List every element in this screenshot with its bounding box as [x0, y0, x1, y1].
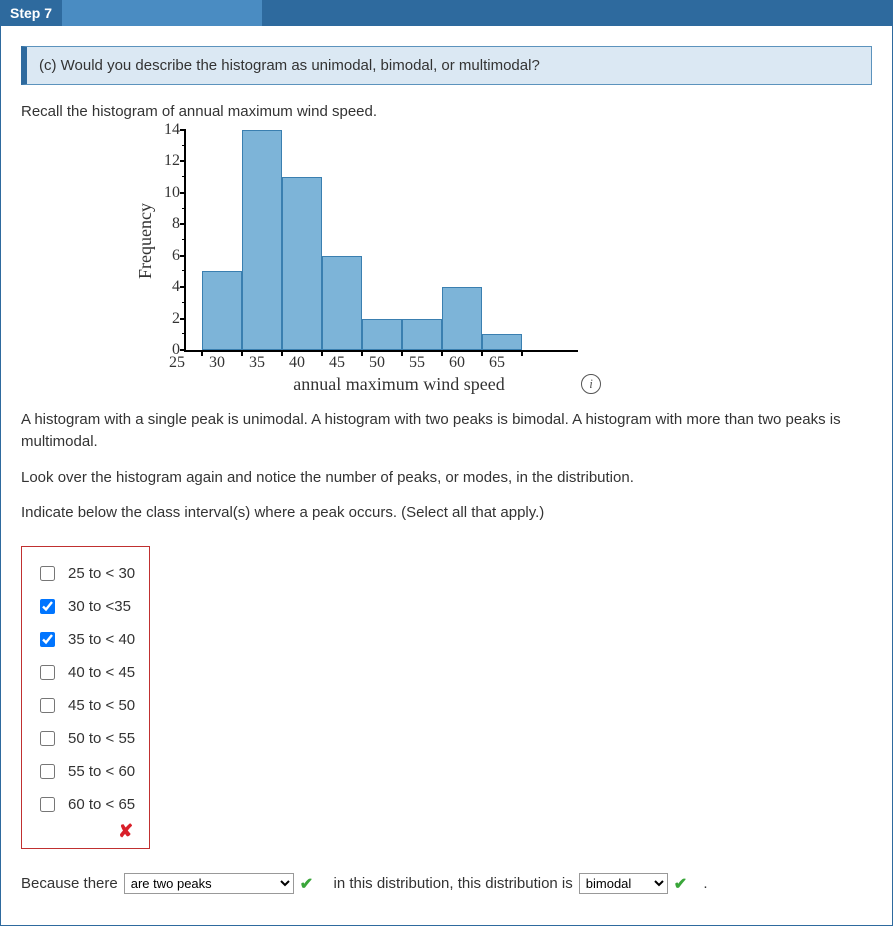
histogram-figure: Frequency 02468101214 253035404550556065… [131, 130, 872, 395]
y-tick-label: 2 [152, 310, 180, 328]
y-tick-mark [180, 318, 186, 320]
exercise-step: Step 7 (c) Would you describe the histog… [0, 0, 893, 926]
check-icon: ✔ [300, 874, 313, 894]
option-label: 40 to < 45 [68, 664, 135, 681]
options-box: 25 to < 30 30 to <35 35 to < 40 40 to < 45 4… [21, 546, 150, 849]
step-header: Step 7 [0, 0, 893, 26]
option-checkbox[interactable] [40, 731, 55, 746]
y-tick-mark [180, 129, 186, 131]
conclusion-sentence: Because there are two peaksis one peakar… [21, 873, 872, 894]
option-row[interactable]: 30 to <35 [36, 590, 135, 623]
x-tick-label: 60 [449, 354, 465, 372]
option-label: 35 to < 40 [68, 631, 135, 648]
peaks-select[interactable]: are two peaksis one peakare more than tw… [124, 873, 294, 894]
recall-text: Recall the histogram of annual maximum w… [21, 103, 872, 120]
x-tick-label: 45 [329, 354, 345, 372]
y-tick-mark [180, 255, 186, 257]
indicate-text: Indicate below the class interval(s) whe… [21, 502, 872, 524]
y-tick-label: 8 [152, 215, 180, 233]
histogram-bar [442, 287, 482, 350]
definition-text: A histogram with a single peak is unimod… [21, 409, 872, 453]
option-row[interactable]: 45 to < 50 [36, 689, 135, 722]
option-checkbox[interactable] [40, 764, 55, 779]
histogram-bar [402, 319, 442, 350]
option-checkbox[interactable] [40, 599, 55, 614]
modality-select[interactable]: unimodalbimodalmultimodal [579, 873, 668, 894]
step-label: Step 7 [0, 0, 62, 26]
question-prompt: (c) Would you describe the histogram as … [21, 46, 872, 85]
option-label: 25 to < 30 [68, 565, 135, 582]
option-row[interactable]: 60 to < 65 [36, 788, 135, 821]
histogram-bar [482, 334, 522, 350]
y-tick-mark [180, 286, 186, 288]
x-axis-label: annual maximum wind speed i [187, 374, 611, 395]
info-icon[interactable]: i [581, 374, 601, 394]
option-label: 30 to <35 [68, 598, 131, 615]
x-tick-label: 25 [169, 354, 185, 372]
y-minor-tick [182, 270, 186, 271]
y-minor-tick [182, 145, 186, 146]
option-row[interactable]: 55 to < 60 [36, 755, 135, 788]
y-tick-label: 4 [152, 278, 180, 296]
x-tick-label: 55 [409, 354, 425, 372]
y-tick-mark [180, 160, 186, 162]
x-axis-ticks: 25 30 35 40 45 50 55 60 65 [159, 352, 559, 372]
step-content: (c) Would you describe the histogram as … [0, 26, 893, 926]
y-minor-tick [182, 302, 186, 303]
option-row[interactable]: 40 to < 45 [36, 656, 135, 689]
histogram-bar [282, 177, 322, 350]
y-tick-label: 6 [152, 247, 180, 265]
conclusion-end: . [703, 875, 707, 892]
conclusion-mid: in this distribution, this distribution … [333, 875, 572, 892]
option-checkbox[interactable] [40, 698, 55, 713]
option-label: 45 to < 50 [68, 697, 135, 714]
y-tick-mark [180, 192, 186, 194]
option-label: 60 to < 65 [68, 796, 135, 813]
histogram-bar [202, 271, 242, 350]
y-minor-tick [182, 333, 186, 334]
histogram-bar [322, 256, 362, 350]
option-label: 50 to < 55 [68, 730, 135, 747]
option-checkbox[interactable] [40, 632, 55, 647]
wrong-icon: ✘ [36, 821, 135, 842]
step-progress-segment [62, 0, 262, 26]
y-minor-tick [182, 208, 186, 209]
check-icon: ✔ [674, 874, 687, 894]
option-checkbox[interactable] [40, 566, 55, 581]
y-minor-tick [182, 239, 186, 240]
x-tick-label: 35 [249, 354, 265, 372]
y-tick-label: 12 [152, 152, 180, 170]
y-tick-label: 10 [152, 184, 180, 202]
x-tick-label: 65 [489, 354, 505, 372]
histogram-bars [202, 130, 522, 350]
option-checkbox[interactable] [40, 665, 55, 680]
lookover-text: Look over the histogram again and notice… [21, 467, 872, 489]
y-tick-mark [180, 349, 186, 351]
option-label: 55 to < 60 [68, 763, 135, 780]
x-tick-label: 30 [209, 354, 225, 372]
x-axis-label-text: annual maximum wind speed [293, 374, 504, 394]
x-tick-label: 50 [369, 354, 385, 372]
histogram-bar [362, 319, 402, 350]
x-tick-label: 40 [289, 354, 305, 372]
conclusion-pre: Because there [21, 875, 118, 892]
y-tick-mark [180, 223, 186, 225]
y-minor-tick [182, 176, 186, 177]
histogram-bar [242, 130, 282, 350]
y-tick-label: 14 [152, 121, 180, 139]
histogram-plot [184, 130, 578, 352]
option-row[interactable]: 35 to < 40 [36, 623, 135, 656]
option-checkbox[interactable] [40, 797, 55, 812]
option-row[interactable]: 50 to < 55 [36, 722, 135, 755]
option-row[interactable]: 25 to < 30 [36, 557, 135, 590]
